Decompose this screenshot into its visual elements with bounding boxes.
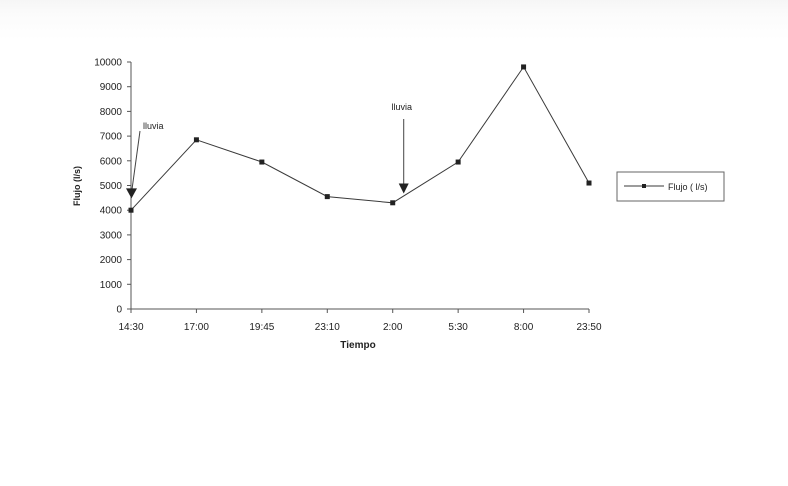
legend: Flujo ( l/s) xyxy=(616,171,725,202)
series-flujo xyxy=(128,64,592,213)
y-tick-label: 2000 xyxy=(100,255,123,266)
y-tick-label: 10000 xyxy=(94,58,122,69)
x-axis-label: Tiempo xyxy=(340,340,375,351)
y-tick-label: 3000 xyxy=(100,230,123,241)
annotation-arrow-line xyxy=(131,130,141,190)
annotation-arrowhead xyxy=(126,188,137,199)
annotation-arrowhead xyxy=(398,183,409,194)
annotations: lluvia lluvia xyxy=(126,102,412,199)
x-tick-label: 14:30 xyxy=(118,322,143,333)
data-point xyxy=(259,159,265,165)
data-point xyxy=(455,159,461,165)
x-tick-label: 5:30 xyxy=(448,322,468,333)
x-ticks: 14:30 17:00 19:45 23:10 2:00 5:30 8:00 23:50 xyxy=(118,309,602,333)
legend-label: Flujo ( l/s) xyxy=(668,182,708,192)
y-tick-label: 1000 xyxy=(100,280,123,291)
y-tick-label: 8000 xyxy=(100,107,123,118)
data-point xyxy=(586,180,592,186)
y-axis-label: Flujo (l/s) xyxy=(72,166,82,206)
x-tick-label: 23:10 xyxy=(315,322,340,333)
x-tick-label: 17:00 xyxy=(184,322,209,333)
y-tick-label: 9000 xyxy=(100,82,123,93)
annotation-label: lluvia xyxy=(143,121,164,131)
data-point xyxy=(128,207,134,213)
series-line xyxy=(130,65,590,211)
x-tick-label: 2:00 xyxy=(383,322,403,333)
data-point xyxy=(521,64,527,70)
annotation-label: lluvia xyxy=(391,102,412,112)
x-tick-label: 19:45 xyxy=(249,322,274,333)
data-point xyxy=(324,194,330,200)
y-tick-label: 5000 xyxy=(100,181,123,192)
data-point xyxy=(390,200,396,206)
y-tick-label: 4000 xyxy=(100,206,123,217)
data-point xyxy=(193,137,199,143)
y-tick-label: 6000 xyxy=(100,156,123,167)
x-tick-label: 8:00 xyxy=(514,322,534,333)
y-tick-label: 0 xyxy=(116,305,122,316)
y-tick-label: 7000 xyxy=(100,132,123,143)
legend-marker xyxy=(642,184,646,188)
y-ticks: 0 1000 2000 3000 4000 5000 6000 7000 8000 9000 100… xyxy=(94,58,131,316)
x-tick-label: 23:50 xyxy=(576,322,601,333)
